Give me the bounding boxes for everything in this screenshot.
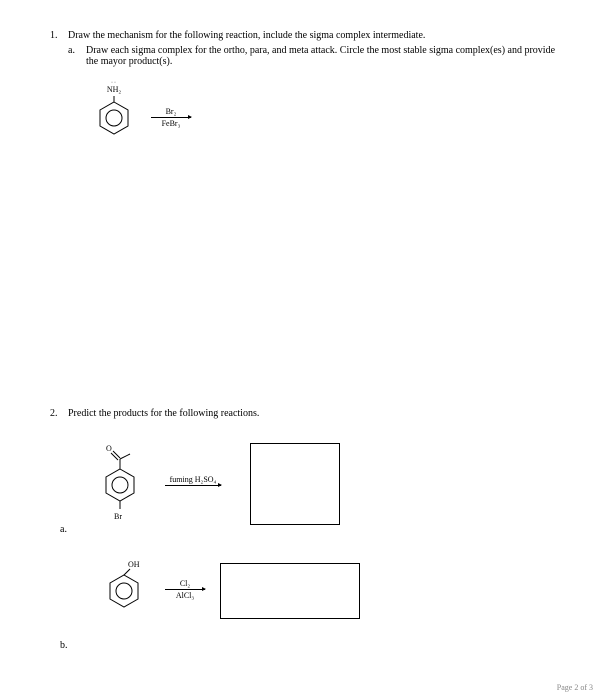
q1-sub-text: Draw each sigma complex for the ortho, p… (86, 45, 563, 67)
q2b-answer-box (220, 563, 360, 619)
phenol-icon: OH (100, 559, 150, 615)
q1-header: 1. Draw the mechanism for the following … (50, 30, 563, 41)
benzene-icon (96, 96, 132, 136)
q2a-reactant: O Br (100, 443, 146, 521)
question-2: 2. Predict the products for the followin… (50, 408, 563, 669)
q1-number: 1. (50, 30, 68, 41)
nh2-text: NH₂ (107, 85, 121, 94)
q1-reactant: ·· NH₂ (96, 85, 132, 136)
q1-sub-letter: a. (68, 45, 86, 56)
acetophenone-icon: O Br (100, 443, 146, 521)
q2b-arrow-bottom: AlCl₃ (176, 591, 194, 600)
q2a-answer-box (250, 443, 340, 525)
arrow-icon (151, 117, 191, 118)
q2a-arrow: fuming H₂SO₄ (165, 475, 221, 486)
q2-part-a: O Br fuming H₂SO₄ (80, 443, 563, 553)
arrow-icon (165, 485, 221, 486)
lone-pair-dots: ·· (111, 80, 117, 86)
q1-subpart: a. Draw each sigma complex for the ortho… (68, 45, 563, 67)
arrow-icon (165, 589, 205, 590)
q1-arrow-bottom: FeBr₃ (162, 119, 181, 128)
q1-nh2-label: ·· NH₂ (107, 85, 121, 94)
q1-arrow: Br₂ FeBr₃ (151, 107, 191, 128)
svg-text:O: O (106, 444, 112, 453)
q2b-letter: b. (60, 640, 68, 651)
q2-header: 2. Predict the products for the followin… (50, 408, 563, 419)
question-1: 1. Draw the mechanism for the following … (50, 30, 563, 185)
svg-text:Br: Br (114, 512, 122, 521)
q2b-arrow: Cl₂ AlCl₃ (165, 579, 205, 600)
q1-text: Draw the mechanism for the following rea… (68, 30, 563, 41)
q2b-reactant: OH (100, 559, 150, 615)
svg-text:OH: OH (128, 560, 140, 569)
q2-text: Predict the products for the following r… (68, 408, 563, 419)
q1-reaction: ·· NH₂ Br₂ FeBr₃ (96, 85, 563, 185)
q2a-letter: a. (60, 524, 67, 535)
q2-number: 2. (50, 408, 68, 419)
q2b-arrow-top: Cl₂ (180, 579, 190, 588)
page-number: Page 2 of 3 (557, 683, 593, 692)
q2-part-b: OH Cl₂ AlCl₃ (80, 559, 563, 669)
q2a-arrow-label: fuming H₂SO₄ (170, 475, 217, 484)
q1-arrow-top: Br₂ (166, 107, 177, 116)
